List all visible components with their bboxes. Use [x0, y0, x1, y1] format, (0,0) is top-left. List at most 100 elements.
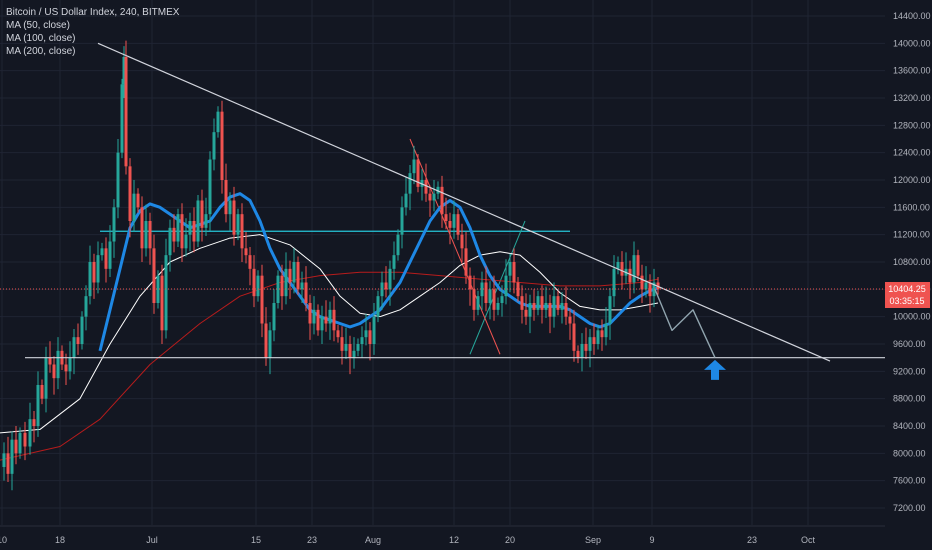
y-tick-label: 11600.00	[893, 202, 930, 212]
candle-body	[484, 282, 488, 303]
candle-body	[548, 303, 552, 317]
ma200-line	[0, 271, 659, 461]
candle-body	[560, 303, 564, 310]
y-tick-label: 10800.00	[893, 257, 931, 267]
candle-body	[260, 275, 264, 324]
candle-body	[412, 159, 416, 174]
legend-ma200: MA (200, close)	[6, 46, 76, 57]
candle-body	[164, 255, 168, 331]
candle-body	[292, 262, 296, 283]
candle-body	[252, 268, 256, 297]
chart-grid	[0, 0, 885, 525]
candle-body	[100, 248, 104, 256]
candle-body	[408, 173, 412, 194]
chart-legend: Bitcoin / US Dollar Index, 240, BITMEX M…	[6, 6, 179, 58]
candle-body	[240, 214, 244, 249]
y-tick-label: 7600.00	[893, 476, 926, 486]
candle-body	[500, 296, 504, 303]
candle-body	[216, 111, 220, 133]
candle-body	[492, 289, 496, 310]
candle-body	[648, 282, 652, 297]
y-tick-label: 12800.00	[893, 120, 931, 130]
candle-body	[48, 357, 52, 365]
candle-body	[488, 289, 492, 303]
y-tick-label: 14400.00	[893, 11, 931, 21]
x-tick-label: 23	[747, 535, 757, 545]
candle-body	[36, 385, 40, 426]
candle-body	[540, 296, 544, 310]
candle-body	[276, 275, 280, 303]
x-tick-label: 20	[505, 535, 515, 545]
candle-body	[620, 262, 624, 276]
price-axis[interactable]: 14400.00 14000.00 13600.00 13200.00 12800.00…	[893, 11, 931, 513]
candle-body	[416, 159, 420, 187]
candle-body	[320, 316, 324, 331]
candle-body	[596, 330, 600, 344]
candle-body	[332, 309, 336, 331]
candle-body	[112, 207, 116, 242]
y-tick-label: 8800.00	[893, 394, 926, 404]
time-axis[interactable]: 10 18 Jul 15 23 Aug 12 20 Sep 9 23 Oct	[0, 525, 885, 545]
x-tick-label: 15	[251, 535, 261, 545]
candle-body	[88, 262, 92, 297]
price-tag-box	[885, 282, 930, 308]
candle-body	[524, 309, 528, 317]
x-tick-label: Jul	[146, 535, 158, 545]
candle-body	[556, 296, 560, 310]
candle-body	[604, 323, 608, 338]
candle-body	[592, 337, 596, 344]
candle-body	[64, 364, 68, 372]
candle-body	[56, 350, 60, 379]
x-tick-label: 23	[307, 535, 317, 545]
candle-body	[120, 84, 124, 153]
candle-body	[520, 296, 524, 310]
candle-body	[388, 268, 392, 290]
x-tick-label: 10	[0, 535, 7, 545]
candle-body	[528, 303, 532, 317]
y-tick-label: 8000.00	[893, 448, 926, 458]
candle-body	[188, 221, 192, 235]
x-tick-label: 9	[649, 535, 654, 545]
candle-body	[220, 111, 224, 180]
legend-title: Bitcoin / US Dollar Index, 240, BITMEX	[6, 7, 180, 18]
candle-body	[640, 275, 644, 290]
candle-body	[536, 296, 540, 310]
candle-body	[204, 214, 208, 228]
candle-body	[364, 330, 368, 338]
candle-body	[428, 193, 432, 201]
candle-body	[288, 268, 292, 283]
y-tick-label: 14000.00	[893, 38, 931, 48]
candle-body	[23, 432, 27, 447]
candle-body	[608, 296, 612, 324]
candle-body	[232, 200, 236, 235]
candle-body	[456, 214, 460, 235]
candle-body	[584, 344, 588, 351]
candle-body	[308, 303, 312, 324]
candle-body	[2, 453, 6, 467]
candle-body	[184, 234, 188, 249]
candle-body	[372, 316, 376, 344]
candle-body	[28, 419, 32, 447]
candle-body	[156, 275, 160, 303]
candle-body	[424, 180, 428, 194]
candle-body	[496, 303, 500, 310]
candle-body	[122, 57, 126, 85]
candle-body	[396, 234, 400, 256]
candle-body	[172, 227, 176, 242]
candle-body	[136, 193, 140, 208]
candle-body	[476, 296, 480, 310]
candle-body	[248, 255, 252, 269]
legend-ma100: MA (100, close)	[6, 33, 76, 44]
candles	[2, 40, 660, 491]
candle-body	[404, 193, 408, 208]
candle-body	[44, 357, 48, 399]
candle-body	[448, 221, 452, 228]
candle-body	[196, 200, 200, 242]
candle-body	[636, 255, 640, 276]
candle-body	[32, 419, 36, 426]
candle-body	[632, 255, 636, 283]
y-tick-label: 9600.00	[893, 339, 926, 349]
candle-body	[516, 282, 520, 297]
candle-body	[10, 439, 14, 474]
